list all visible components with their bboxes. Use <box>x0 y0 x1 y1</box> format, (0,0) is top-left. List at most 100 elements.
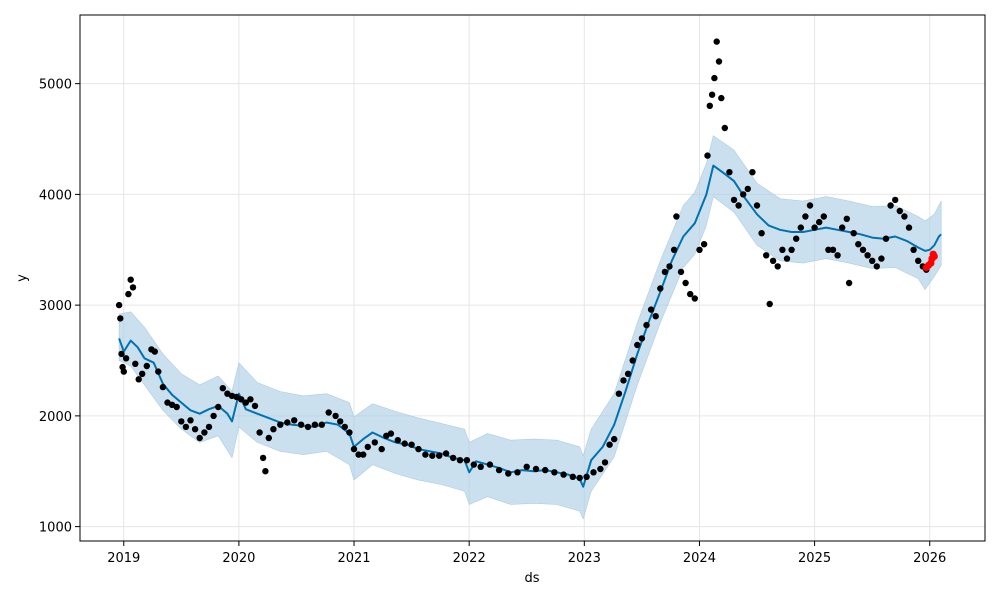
observed-point <box>687 290 694 298</box>
observed-point <box>401 440 408 447</box>
y-tick-label: 2000 <box>39 410 72 425</box>
observed-point <box>270 426 277 433</box>
observed-point <box>456 457 464 464</box>
y-tick-label: 5000 <box>39 78 72 93</box>
observed-point <box>783 255 791 262</box>
observed-point <box>173 403 180 411</box>
observed-point <box>816 218 823 226</box>
observed-point <box>210 412 217 420</box>
observed-point <box>135 376 142 383</box>
observed-point <box>387 430 395 437</box>
observed-point <box>744 185 751 193</box>
observed-point <box>422 451 429 458</box>
x-axis-ticks: 2019 2020 2021 2022 2023 2024 2025 2026 <box>107 541 946 566</box>
observed-point <box>713 38 720 45</box>
observed-point <box>661 268 669 276</box>
observed-point <box>470 461 477 468</box>
observed-point <box>350 445 358 453</box>
observed-point <box>122 355 130 362</box>
observed-point <box>726 169 733 176</box>
observed-point <box>711 74 718 82</box>
observed-point <box>341 423 348 431</box>
observed-point <box>763 252 770 259</box>
observed-point <box>219 385 226 392</box>
observed-point <box>196 434 203 442</box>
y-tick-label: 3000 <box>39 299 72 314</box>
observed-point <box>115 301 123 309</box>
observed-point <box>647 306 655 313</box>
observed-point <box>378 445 385 453</box>
uncertainty-band-layer <box>118 135 942 520</box>
observed-point <box>311 421 319 428</box>
observed-point <box>802 213 809 220</box>
observed-point <box>691 295 698 302</box>
observed-point <box>855 241 862 248</box>
observed-point <box>132 360 139 367</box>
observed-point <box>262 468 269 475</box>
observed-point <box>201 429 208 436</box>
observed-point <box>859 246 867 253</box>
observed-point <box>673 213 680 220</box>
x-tick-label: 2023 <box>568 551 601 566</box>
observed-point <box>355 451 362 458</box>
observed-point <box>601 459 609 466</box>
observed-point <box>514 469 521 476</box>
observed-point <box>606 441 613 448</box>
observed-point <box>700 241 708 248</box>
observed-point <box>629 357 636 364</box>
x-tick-label: 2021 <box>337 551 370 566</box>
observed-point <box>256 429 263 436</box>
observed-point <box>436 452 443 459</box>
observed-point <box>892 196 899 204</box>
observed-point <box>178 418 185 425</box>
observed-point <box>259 454 267 462</box>
x-tick-label: 2024 <box>683 551 716 566</box>
observed-point <box>882 235 890 242</box>
observed-point <box>758 230 765 237</box>
observed-point <box>793 235 800 242</box>
observed-point <box>839 224 846 231</box>
observed-point <box>740 191 747 198</box>
observed-point <box>442 450 450 457</box>
observed-point <box>304 423 312 431</box>
observed-point <box>811 224 818 231</box>
observed-point <box>139 370 146 377</box>
observed-point <box>408 441 415 448</box>
observed-point <box>634 341 641 349</box>
observed-point <box>151 348 158 355</box>
observed-point <box>238 396 245 403</box>
observed-point <box>242 399 249 406</box>
observed-point <box>277 421 284 428</box>
observed-point <box>590 469 597 476</box>
observed-point <box>576 474 583 482</box>
observed-point <box>265 434 272 442</box>
observed-point <box>560 471 567 478</box>
observed-point <box>864 252 871 259</box>
observed-point <box>704 152 711 159</box>
observed-point <box>597 465 604 473</box>
observed-point <box>769 257 777 264</box>
x-tick-label: 2026 <box>913 551 946 566</box>
observed-point <box>887 202 894 209</box>
observed-point <box>708 91 716 98</box>
observed-point <box>670 246 678 253</box>
x-tick-label: 2019 <box>107 551 140 566</box>
observed-point <box>834 252 841 259</box>
observed-point <box>797 224 804 231</box>
observed-point <box>463 457 471 464</box>
observed-point <box>779 246 786 253</box>
observed-point <box>869 257 876 264</box>
observed-point <box>721 124 728 132</box>
observed-point <box>910 246 917 253</box>
observed-point <box>638 335 646 342</box>
observed-point <box>583 473 590 480</box>
observed-point <box>551 469 558 476</box>
y-axis-label: y <box>15 274 30 282</box>
observed-points-layer <box>115 38 930 482</box>
observed-point <box>843 215 850 222</box>
observed-point <box>371 439 378 446</box>
observed-point <box>187 417 194 424</box>
observed-point <box>657 285 664 292</box>
observed-point <box>620 377 627 384</box>
observed-point <box>337 418 344 425</box>
